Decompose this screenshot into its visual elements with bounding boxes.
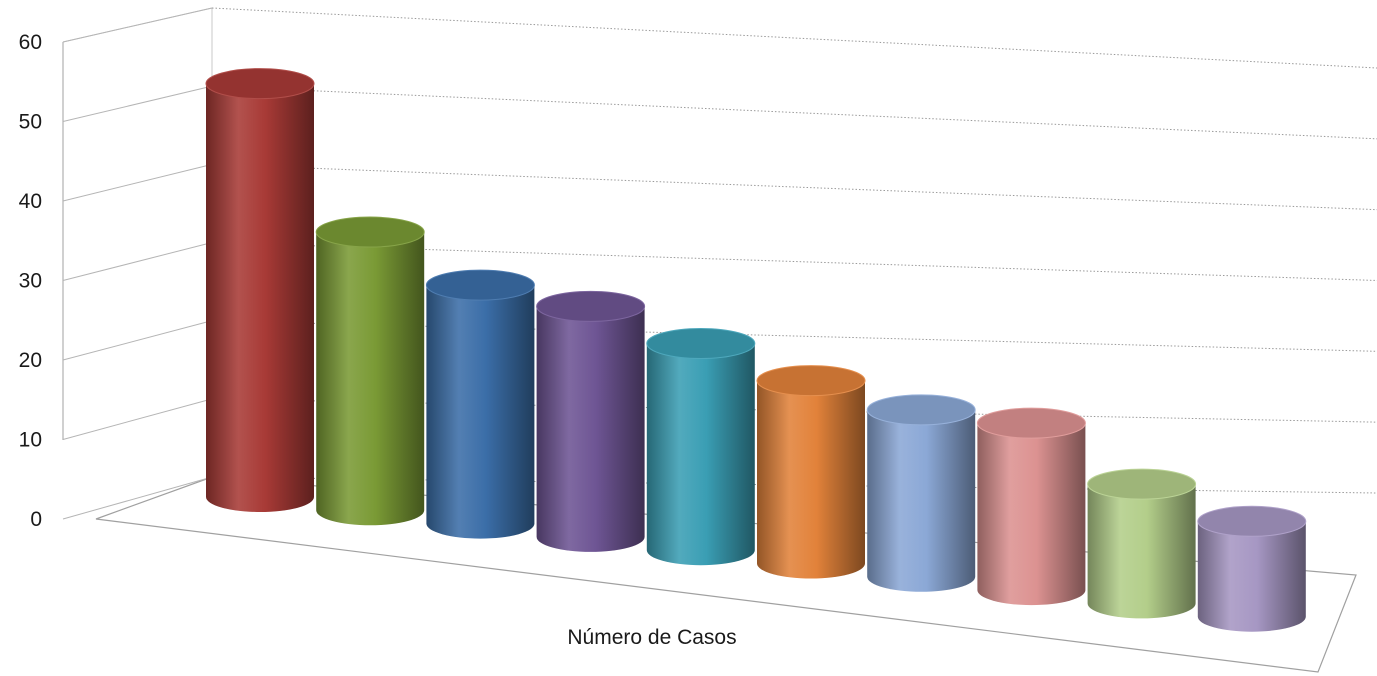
bar-body (206, 83, 314, 512)
bar (315, 216, 425, 526)
y-axis-ticks: 0 10 20 30 40 50 60 (19, 31, 42, 531)
bar-top (1197, 505, 1307, 537)
bar (976, 407, 1086, 606)
y-tick-label: 40 (19, 190, 42, 213)
gridline-back (211, 7, 1377, 69)
bars (205, 68, 1307, 632)
bar-top (1087, 468, 1197, 500)
bar-top (205, 68, 315, 100)
bar-top (866, 394, 976, 426)
bar (536, 290, 646, 552)
gridline-side (62, 7, 213, 43)
x-axis-label: Número de Casos (567, 626, 736, 649)
bar (1197, 505, 1307, 632)
bar-body (977, 423, 1086, 606)
y-tick-label: 50 (19, 111, 42, 134)
floor (95, 476, 1357, 673)
bar-top (536, 290, 646, 322)
y-tick-label: 30 (19, 270, 42, 293)
bar (425, 269, 535, 539)
bar-body (316, 232, 425, 526)
gridline-back (211, 85, 1377, 140)
gridline-back (211, 163, 1377, 211)
gridline-side (62, 85, 213, 122)
bar (1087, 468, 1197, 619)
bar (866, 394, 976, 592)
bar-body (1197, 521, 1306, 632)
gridline-side (62, 398, 213, 440)
bar-body (867, 409, 976, 592)
bar-top (646, 328, 756, 359)
gridline-side (62, 163, 213, 202)
gridline-side (62, 320, 213, 361)
y-tick-label: 10 (19, 429, 42, 452)
bar (646, 328, 756, 566)
y-tick-label: 20 (19, 349, 42, 372)
gridline-side (62, 242, 213, 281)
bar-body (426, 285, 535, 539)
bar-top (756, 365, 866, 397)
bar (756, 365, 866, 579)
bar (205, 68, 315, 512)
bar-body (757, 380, 865, 579)
bar-top (425, 269, 535, 301)
bar-top (976, 407, 1086, 439)
gridline-side (62, 476, 213, 520)
y-tick-label: 60 (19, 31, 42, 54)
bar-body (1087, 484, 1196, 619)
bar-top (315, 216, 425, 248)
side-wall-edge (62, 7, 213, 477)
bar-body (646, 343, 755, 566)
bar-body (536, 306, 645, 552)
y-tick-label: 0 (30, 508, 42, 531)
